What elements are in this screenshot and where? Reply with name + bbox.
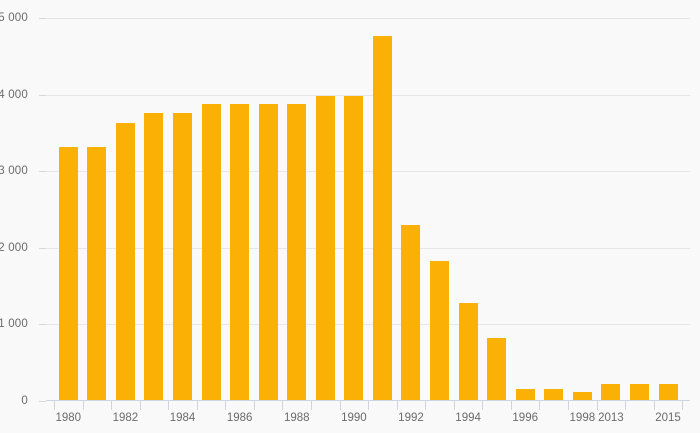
bar[interactable] (601, 383, 621, 400)
x-axis-tick-mark (311, 401, 313, 410)
gridline (46, 324, 690, 326)
bar[interactable] (344, 95, 364, 400)
bar[interactable] (115, 122, 135, 400)
x-axis-tick-mark (396, 401, 398, 410)
y-axis-tick-label: 5 000 (0, 12, 28, 24)
bar[interactable] (372, 36, 392, 400)
x-axis-tick-mark (482, 401, 484, 410)
x-axis-tick-mark (453, 401, 455, 410)
x-axis-tick-label: 1992 (398, 412, 424, 424)
x-axis-tick-mark (82, 401, 84, 410)
bar[interactable] (629, 383, 649, 400)
x-axis-tick-label: 1980 (55, 412, 82, 424)
x-axis-tick-mark (111, 401, 113, 410)
x-axis-tick-label: 1982 (112, 412, 139, 424)
bar[interactable] (201, 104, 221, 400)
x-axis-tick-mark (139, 401, 141, 410)
bar[interactable] (544, 389, 564, 400)
y-axis-tick-mark (39, 324, 46, 326)
bar[interactable] (401, 224, 421, 400)
x-axis-tick-label: 1996 (512, 412, 538, 424)
y-axis-tick-mark (39, 401, 46, 402)
x-axis-tick-mark (225, 401, 227, 410)
x-axis-tick-label: 1994 (455, 412, 481, 424)
gridline (46, 18, 690, 19)
y-axis-tick-mark (39, 18, 46, 19)
x-axis-tick-label: 1986 (226, 412, 253, 424)
x-axis-tick-label: 1984 (169, 412, 196, 424)
x-axis-tick-mark (653, 401, 655, 410)
gridline (46, 94, 690, 96)
x-axis-tick-mark (196, 401, 198, 410)
x-axis-tick-mark (368, 401, 370, 410)
plot-area: 0 1 000 2 000 3 000 4 000 5 000 (0, 12, 690, 407)
y-axis-tick-mark (39, 94, 46, 96)
x-axis-tick-mark (568, 401, 570, 410)
y-axis-tick-label: 2 000 (0, 241, 28, 254)
x-axis-tick-label: 1998 (569, 412, 596, 424)
bar[interactable] (144, 112, 164, 400)
y-axis-tick-label: 0 (21, 395, 28, 407)
x-axis-tick-label: 2013 (598, 412, 624, 424)
bar[interactable] (658, 383, 678, 400)
x-axis-tick-mark (510, 401, 512, 410)
x-axis-line (46, 400, 690, 401)
gridline (46, 247, 690, 249)
x-axis-tick-label: 2015 (655, 412, 681, 424)
x-axis-tick-mark (282, 401, 284, 410)
x-axis-tick-label: 1990 (341, 412, 367, 424)
bar[interactable] (287, 104, 307, 400)
gridline (46, 171, 690, 173)
x-axis-tick-mark (168, 401, 170, 410)
bar[interactable] (315, 95, 335, 400)
bar[interactable] (487, 337, 507, 400)
x-axis-ticks-group: 1980 1982 1984 1986 1988 1990 1992 1994 1996 1998… (46, 401, 690, 433)
x-axis-tick-mark (53, 401, 55, 410)
x-axis-tick-mark (425, 401, 427, 410)
x-axis-tick-mark (625, 401, 627, 410)
x-axis-tick-mark (539, 401, 541, 410)
bar[interactable] (458, 302, 478, 400)
x-axis-tick-mark (596, 401, 598, 410)
x-axis-tick-mark (339, 401, 341, 410)
y-axis-tick-label: 3 000 (0, 165, 28, 178)
bar[interactable] (87, 147, 107, 400)
y-axis-tick-label: 1 000 (0, 318, 28, 331)
bar[interactable] (430, 260, 450, 400)
y-axis-tick-label: 4 000 (0, 88, 28, 101)
x-axis-tick-mark (682, 401, 684, 410)
bar[interactable] (258, 104, 278, 400)
y-axis-tick-mark (39, 247, 46, 249)
y-axis-tick-mark (39, 171, 46, 173)
bar[interactable] (515, 389, 535, 400)
bar[interactable] (572, 391, 592, 400)
bar[interactable] (173, 113, 192, 400)
x-axis-tick-label: 1988 (283, 412, 310, 424)
x-axis-tick-mark (253, 401, 255, 410)
bar[interactable] (230, 104, 250, 400)
bars-group (46, 18, 690, 401)
bar[interactable] (58, 147, 78, 400)
